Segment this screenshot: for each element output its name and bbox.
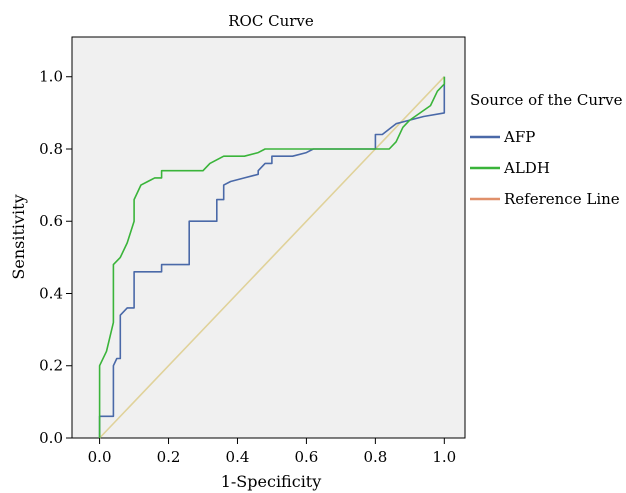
legend-title: Source of the Curve: [470, 91, 623, 109]
legend: Source of the Curve AFP ALDH Reference Lin…: [470, 91, 623, 208]
legend-label-reference-line: Reference Line: [504, 190, 620, 208]
x-tick-label: 0.2: [157, 448, 181, 466]
chart-title: ROC Curve: [228, 12, 314, 30]
series-line-afp: [98, 76, 446, 438]
plot-area: [71, 36, 466, 439]
x-tick-label: 0.0: [88, 448, 112, 466]
x-tick-label: 0.8: [363, 448, 387, 466]
y-tick-label: 0.6: [39, 212, 63, 230]
y-tick-label: 0.4: [39, 284, 63, 302]
x-axis-label: 1-Specificity: [221, 472, 322, 491]
y-tick-label: 0.2: [39, 357, 63, 375]
series-layer: [98, 76, 446, 439]
y-axis: 0.0 0.2 0.4 0.6 0.8 1.0: [39, 68, 72, 447]
legend-label-aldh: ALDH: [503, 159, 550, 177]
legend-label-afp: AFP: [503, 128, 535, 146]
y-axis-label: Sensitivity: [9, 194, 28, 279]
x-tick-label: 0.6: [294, 448, 318, 466]
x-axis: 0.0 0.2 0.4 0.6 0.8 1.0: [88, 438, 456, 466]
y-tick-label: 0.0: [39, 429, 63, 447]
series-line-aldh: [98, 76, 446, 438]
x-tick-label: 1.0: [432, 448, 456, 466]
series-line-reference-line: [99, 76, 445, 439]
y-tick-label: 0.8: [39, 140, 63, 158]
x-tick-label: 0.4: [226, 448, 250, 466]
y-tick-label: 1.0: [39, 68, 63, 86]
